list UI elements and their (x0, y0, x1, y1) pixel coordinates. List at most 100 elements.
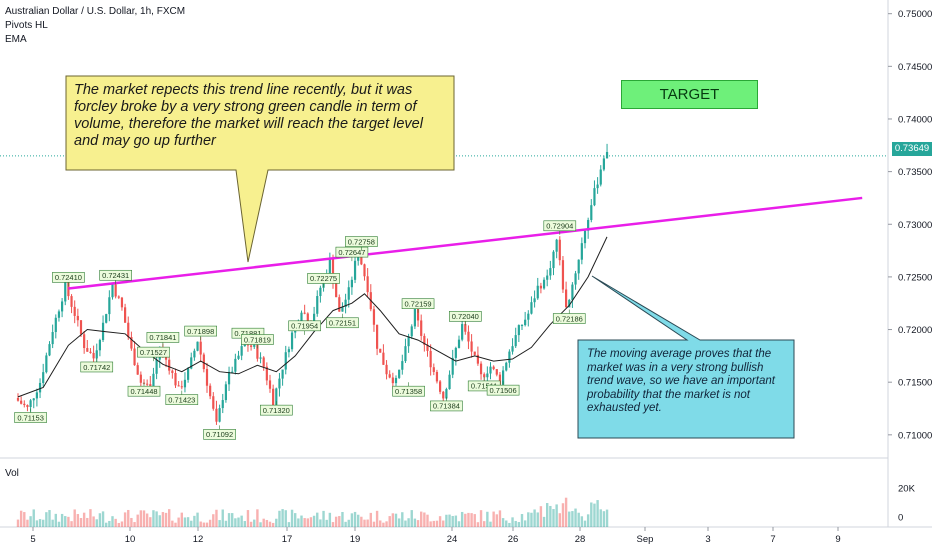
volume-bar (108, 520, 111, 527)
pivot-value: 0.71153 (17, 413, 44, 422)
pivot-label: 0.72151 (326, 313, 359, 329)
volume-bar (350, 513, 354, 527)
candle-body (303, 312, 306, 314)
candle-body (527, 313, 530, 320)
volume-bar (486, 511, 489, 527)
volume-bar (262, 518, 265, 527)
pivot-box (14, 412, 47, 423)
candle-body (407, 336, 410, 347)
volume-bar (533, 509, 536, 527)
pivot-label: 0.71384 (430, 396, 463, 412)
candle-body (23, 403, 26, 406)
volume-bar (256, 509, 259, 527)
symbol-title[interactable]: Australian Dollar / U.S. Dollar, 1h, FXC… (5, 6, 186, 17)
pivot-value: 0.72904 (546, 222, 573, 231)
candle-body (20, 400, 23, 404)
indicator-pivots-label[interactable]: Pivots HL (5, 20, 48, 31)
candle-body (218, 408, 221, 422)
pivot-box (307, 273, 340, 284)
candle-body (451, 357, 454, 375)
candle-body (146, 383, 149, 385)
pivot-value: 0.71841 (149, 333, 176, 342)
candle-body (445, 389, 448, 399)
volume-bar (391, 513, 395, 527)
candle-body (259, 357, 262, 359)
candle-body (542, 279, 546, 289)
pivot-value: 0.71954 (291, 322, 318, 331)
pivot-value: 0.72431 (102, 271, 129, 280)
candle-body (530, 302, 533, 314)
candle-body (605, 151, 609, 159)
volume-bar (259, 522, 262, 527)
volume-tick-label: 0 (898, 513, 903, 524)
pivot-box (543, 220, 577, 232)
volume-bar (231, 513, 234, 527)
volume-bar (470, 513, 473, 527)
volume-bar (319, 519, 322, 527)
candle-body (67, 282, 70, 297)
volume-bar (558, 513, 561, 527)
pivot-label: 0.71954 (288, 320, 321, 335)
volume-bar (432, 520, 435, 527)
candle-body (464, 324, 467, 332)
time-tick-label: 10 (125, 534, 136, 545)
candle-body (180, 386, 183, 388)
volume-bar (394, 513, 398, 527)
pivot-box (137, 346, 170, 358)
volume-bar (363, 519, 366, 527)
volume-bar (590, 502, 593, 527)
candle-body (448, 374, 451, 390)
candle-body (73, 306, 76, 316)
candle-body (577, 259, 580, 274)
volume-bar (454, 515, 458, 527)
candle-body (272, 388, 275, 406)
volume-bar (552, 509, 555, 527)
volume-bar (448, 514, 451, 527)
volume-bar (410, 510, 413, 527)
trendline-callout-bubble (65, 75, 455, 263)
volume-bar (306, 518, 309, 527)
price-tick-label: 0.74000 (898, 114, 932, 125)
pivot-value: 0.71511 (471, 382, 498, 391)
volume-bar (29, 516, 32, 527)
volume-bar (284, 510, 287, 527)
volume-bar (426, 514, 429, 527)
volume-bar (208, 519, 212, 527)
volume-bar (464, 513, 467, 527)
volume-bar (42, 519, 45, 527)
volume-pane-label[interactable]: Vol (5, 468, 19, 479)
candle-body (234, 358, 237, 372)
volume-bar (246, 510, 250, 527)
pivot-value: 0.72410 (55, 273, 82, 282)
pivot-label: 0.71423 (165, 390, 199, 405)
volume-bar (177, 517, 180, 527)
candle-body (177, 385, 180, 387)
volume-bar (379, 520, 382, 527)
pivot-value: 0.72040 (452, 312, 479, 321)
volume-bar (460, 511, 464, 527)
volume-bar (561, 503, 565, 527)
candle-body (536, 285, 539, 299)
volume-bar (237, 517, 240, 527)
volume-bar (316, 512, 319, 527)
candle-body (442, 391, 445, 399)
volume-bar (294, 513, 297, 527)
candle-body (479, 363, 483, 375)
price-tick-label: 0.72000 (898, 325, 932, 336)
candle-body (70, 296, 73, 307)
candle-body (306, 313, 309, 323)
volume-bar (596, 500, 599, 527)
pivot-label: 0.71092 (203, 425, 236, 440)
indicator-ema-label[interactable]: EMA (5, 34, 27, 45)
candle-body (51, 332, 54, 345)
volume-bar (416, 520, 420, 527)
candle-body (183, 379, 187, 388)
volume-bar (498, 510, 502, 527)
pivot-label: 0.71819 (241, 334, 274, 349)
pivot-box (326, 317, 359, 329)
volume-bar (344, 521, 347, 527)
volume-bar (508, 522, 511, 527)
volume-bar (580, 516, 584, 527)
candle-body (489, 366, 492, 374)
